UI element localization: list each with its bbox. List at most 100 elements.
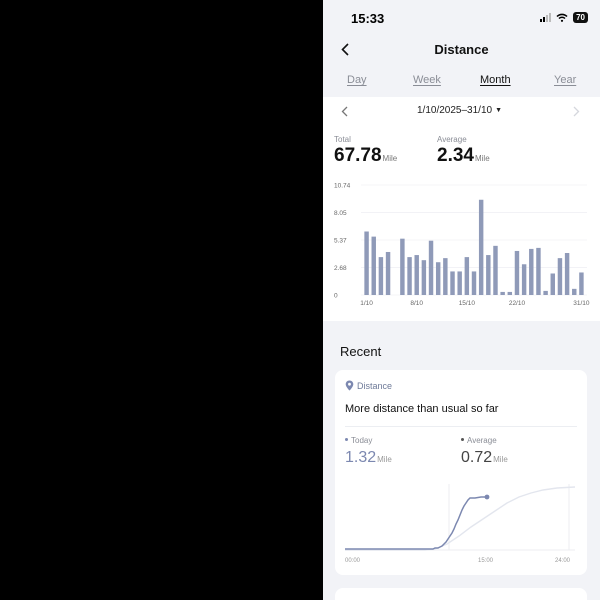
chart-bar[interactable] [557, 258, 563, 295]
x-axis-label-mid: 15:00 [478, 558, 494, 564]
cellular-signal-icon [540, 13, 552, 22]
tab-day[interactable]: Day [347, 74, 367, 86]
chart-bar[interactable] [428, 240, 434, 295]
next-period-button[interactable] [573, 104, 580, 122]
chart-bar[interactable] [564, 253, 570, 295]
chart-bar[interactable] [450, 271, 455, 295]
recent-distance-card[interactable]: Distance More distance than usual so far… [335, 370, 587, 575]
chart-bar[interactable] [543, 290, 548, 295]
recent-section-title: Recent [340, 344, 382, 359]
average-unit: Mile [474, 154, 490, 163]
chevron-right-icon [573, 106, 580, 117]
date-range-row: 1/10/2025–31/10 ▼ [323, 103, 600, 119]
period-tabs: Day Week Month Year [323, 74, 600, 92]
average-label-text: Average [467, 436, 497, 445]
status-bar: 15:33 70 [323, 0, 600, 36]
next-card-partial [335, 588, 587, 600]
chart-bar[interactable] [400, 238, 405, 295]
chart-bar[interactable] [371, 236, 376, 295]
tab-year[interactable]: Year [554, 74, 577, 86]
today-label-text: Today [351, 436, 373, 445]
chart-bar[interactable] [493, 245, 498, 295]
x-tick-label: 15/10 [459, 300, 476, 307]
average-value: 0.72 [461, 449, 493, 466]
today-current-point [484, 494, 490, 500]
status-time: 15:33 [351, 11, 385, 26]
today-stat: 1.32Mile [345, 449, 392, 467]
y-tick-label: 2.68 [334, 265, 347, 272]
phone-screen: 15:33 70 Distance Day Week Month Year [323, 0, 600, 600]
chart-bar[interactable] [443, 258, 448, 295]
caret-down-icon: ▼ [495, 107, 503, 114]
wifi-icon [556, 13, 568, 22]
chart-bar[interactable] [536, 247, 541, 295]
x-axis-label-end: 24:00 [555, 558, 571, 564]
date-range-selector[interactable]: 1/10/2025–31/10 ▼ [417, 105, 502, 116]
chart-bar[interactable] [486, 255, 491, 295]
average-line [345, 486, 576, 551]
chart-bar[interactable] [435, 262, 441, 295]
card-divider [345, 426, 577, 427]
x-tick-label: 31/10 [573, 300, 590, 307]
nav-bar: Distance [323, 36, 600, 64]
location-pin-icon [345, 380, 354, 391]
card-heading: More distance than usual so far [345, 403, 499, 415]
chart-bar[interactable] [364, 231, 369, 296]
average-stat: 0.72Mile [461, 449, 508, 467]
x-tick-label: 1/10 [360, 300, 373, 307]
x-axis-label-start: 00:00 [345, 558, 361, 564]
chart-bar[interactable] [550, 273, 555, 295]
today-value: 1.32 [345, 449, 377, 466]
cumulative-distance-line-chart: 00:00 15:00 24:00 [345, 484, 576, 564]
daily-distance-bar-chart: 10.74 8.05 5.37 2.68 0 1/10 8/10 15/10 22/10 31/1… [334, 183, 590, 308]
status-icons: 70 [540, 12, 588, 23]
chevron-left-icon [341, 42, 349, 56]
average-label: Average [437, 135, 467, 144]
chevron-left-icon [341, 106, 348, 117]
chart-bar[interactable] [507, 291, 513, 295]
total-unit: Mile [382, 154, 398, 163]
chart-bar[interactable] [471, 271, 477, 295]
average-label: Average [461, 436, 497, 445]
previous-period-button[interactable] [341, 104, 348, 122]
today-line [345, 496, 487, 550]
chart-bar[interactable] [572, 288, 577, 295]
chart-bar[interactable] [407, 257, 412, 295]
chart-bar[interactable] [521, 264, 527, 295]
average-value: 2.34 [437, 145, 474, 166]
average-unit: Mile [493, 455, 508, 464]
average-stat: 2.34Mile [437, 145, 490, 167]
page-title: Distance [434, 42, 489, 57]
chart-bar[interactable] [457, 271, 462, 295]
total-label: Total [334, 135, 351, 144]
battery-icon: 70 [573, 12, 588, 23]
chart-bar[interactable] [378, 257, 384, 295]
y-tick-label: 10.74 [334, 183, 351, 190]
card-category-label: Distance [357, 380, 393, 391]
chart-bar[interactable] [385, 251, 391, 295]
x-tick-label: 8/10 [410, 300, 423, 307]
average-legend-dot [461, 438, 464, 441]
summary-panel: 1/10/2025–31/10 ▼ Total 67.78Mile Average… [323, 97, 600, 321]
y-tick-label: 0 [334, 293, 338, 300]
back-button[interactable] [337, 40, 353, 58]
y-tick-label: 8.05 [334, 210, 347, 217]
today-unit: Mile [377, 455, 392, 464]
y-tick-label: 5.37 [334, 238, 347, 245]
chart-bar[interactable] [500, 291, 505, 295]
total-stat: 67.78Mile [334, 145, 397, 167]
card-category: Distance [345, 380, 392, 391]
chart-bar[interactable] [579, 272, 584, 295]
today-label: Today [345, 436, 372, 445]
chart-bar[interactable] [478, 199, 484, 295]
chart-bar[interactable] [529, 248, 534, 295]
tab-week[interactable]: Week [413, 74, 441, 86]
date-range-text: 1/10/2025–31/10 [417, 105, 493, 116]
chart-bar[interactable] [421, 260, 427, 295]
chart-bar[interactable] [464, 257, 470, 295]
x-tick-label: 22/10 [509, 300, 526, 307]
today-legend-dot [345, 438, 348, 441]
tab-month[interactable]: Month [480, 74, 511, 86]
chart-bar[interactable] [414, 255, 419, 295]
chart-bar[interactable] [514, 250, 520, 295]
